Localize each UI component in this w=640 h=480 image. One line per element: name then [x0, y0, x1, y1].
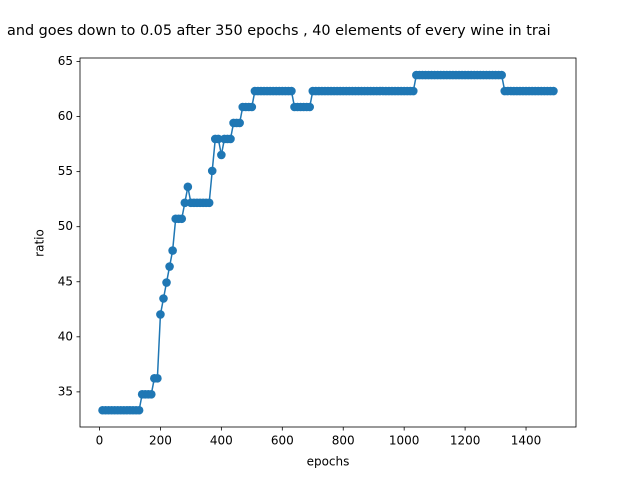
y-axis-label: ratio	[33, 229, 47, 257]
axes-frame	[79, 57, 577, 428]
data-point	[207, 166, 217, 176]
y-tick-label: 45	[58, 274, 73, 288]
x-tick-label: 0	[96, 434, 104, 448]
data-point	[247, 102, 257, 112]
data-point	[159, 294, 168, 303]
data-point	[409, 86, 418, 96]
data-point	[549, 86, 558, 96]
data-point	[146, 389, 156, 399]
data-point	[153, 374, 162, 383]
x-tick-label: 200	[149, 434, 172, 448]
data-point	[214, 134, 223, 144]
data-point	[204, 198, 214, 208]
data-point	[168, 246, 177, 255]
data-point	[162, 278, 171, 287]
data-point	[226, 134, 235, 144]
data-point	[134, 405, 144, 415]
data-point	[217, 150, 226, 160]
y-tick-label: 60	[58, 109, 73, 123]
data-point	[177, 214, 187, 224]
y-tick-label: 50	[58, 219, 73, 233]
data-point	[287, 86, 296, 96]
x-axis-label: epochs	[307, 455, 350, 469]
x-tick-label: 800	[332, 434, 355, 448]
x-tick-label: 600	[271, 434, 294, 448]
data-point	[180, 198, 190, 208]
data-point	[497, 70, 506, 80]
x-tick-label: 1000	[389, 434, 420, 448]
x-tick-label: 1200	[450, 434, 481, 448]
x-tick-label: 1400	[511, 434, 542, 448]
chart-title: and goes down to 0.05 after 350 epochs ,…	[7, 23, 551, 39]
y-tick-label: 40	[58, 329, 73, 343]
data-point	[165, 262, 174, 271]
data-point	[183, 182, 193, 192]
y-tick-label: 65	[58, 54, 73, 68]
data-point	[305, 102, 315, 112]
data-point	[235, 118, 244, 128]
y-tick-label: 35	[58, 384, 73, 398]
y-tick-label: 55	[58, 164, 73, 178]
x-tick-label: 400	[210, 434, 233, 448]
data-point	[156, 310, 165, 319]
